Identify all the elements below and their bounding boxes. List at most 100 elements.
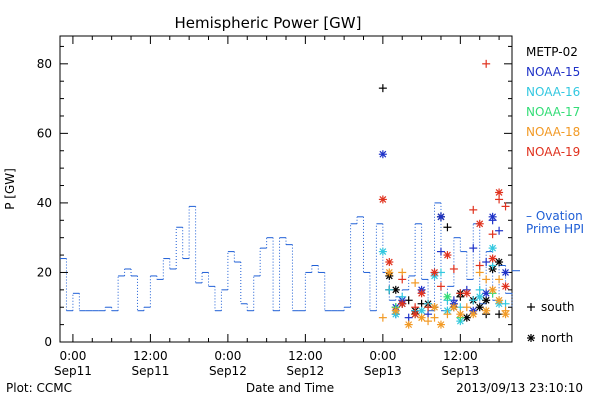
point-south-noaa-18 [462, 303, 471, 312]
point-north-noaa-19 [443, 251, 452, 260]
point-north-noaa-18 [436, 320, 445, 329]
legend-north-marker [527, 334, 535, 342]
x-tick-time: 0:00 [59, 349, 86, 363]
point-north-noaa-18 [495, 296, 504, 305]
point-south-metp-02 [378, 84, 387, 93]
point-north-noaa-19 [488, 254, 497, 263]
point-north-noaa-16 [378, 247, 387, 256]
point-north-noaa-19 [417, 289, 426, 298]
point-south-noaa-16 [385, 285, 394, 294]
point-north-metp-02 [482, 296, 491, 305]
legend-entry: NOAA-19 [526, 145, 580, 159]
point-south-noaa-18 [475, 268, 484, 277]
point-north-noaa-15 [378, 150, 387, 159]
x-tick-time: 0:00 [369, 349, 396, 363]
point-south-noaa-19 [436, 282, 445, 291]
point-north-noaa-18 [482, 306, 491, 315]
point-north-noaa-19 [462, 289, 471, 298]
x-tick-date: Sep12 [286, 364, 324, 378]
point-north-noaa-18 [501, 310, 510, 319]
point-north-noaa-18 [391, 306, 400, 315]
point-south-noaa-19 [469, 205, 478, 214]
y-tick-label: 0 [44, 335, 52, 349]
point-south-noaa-18 [443, 310, 452, 319]
x-tick-date: Sep11 [131, 364, 169, 378]
point-north-noaa-16 [417, 306, 426, 315]
point-south-noaa-16 [488, 261, 497, 270]
point-north-noaa-18 [385, 268, 394, 277]
x-tick-time: 12:00 [133, 349, 168, 363]
point-north-noaa-17 [443, 292, 452, 301]
ovation-legend-line1: – Ovation [526, 209, 583, 223]
x-tick-time: 0:00 [214, 349, 241, 363]
point-south-noaa-18 [378, 313, 387, 322]
point-south-noaa-19 [482, 59, 491, 68]
point-north-noaa-16 [488, 244, 497, 253]
ovation-series [60, 202, 513, 312]
x-tick-date: Sep11 [54, 364, 92, 378]
point-south-noaa-18 [430, 313, 439, 322]
point-north-metp-02 [475, 303, 484, 312]
point-south-noaa-19 [488, 230, 497, 239]
point-north-noaa-18 [488, 285, 497, 294]
point-south-noaa-18 [398, 268, 407, 277]
legend-entry: NOAA-15 [526, 65, 580, 79]
x-tick-time: 12:00 [443, 349, 478, 363]
chart-title: Hemispheric Power [GW] [175, 14, 362, 32]
x-tick-date: Sep13 [441, 364, 479, 378]
legend-south-marker [527, 303, 535, 311]
legend-entry: NOAA-16 [526, 85, 580, 99]
point-south-noaa-19 [398, 275, 407, 284]
point-south-noaa-19 [449, 264, 458, 273]
point-north-noaa-19 [411, 310, 420, 319]
legend-entry: METP-02 [526, 45, 578, 59]
point-south-noaa-16 [469, 296, 478, 305]
point-south-noaa-16 [475, 285, 484, 294]
plot-timestamp: 2013/09/13 23:10:10 [456, 381, 583, 395]
point-south-noaa-19 [424, 303, 433, 312]
point-south-noaa-15 [469, 244, 478, 253]
point-south-noaa-19 [501, 202, 510, 211]
point-south-noaa-18 [424, 317, 433, 326]
point-north-noaa-19 [475, 219, 484, 228]
point-south-noaa-15 [436, 247, 445, 256]
point-north-noaa-18 [469, 310, 478, 319]
point-north-noaa-18 [404, 320, 413, 329]
point-south-noaa-16 [398, 292, 407, 301]
x-tick-date: Sep12 [209, 364, 247, 378]
y-tick-label: 20 [37, 265, 52, 279]
legend-south-label: south [541, 300, 575, 314]
point-north-noaa-16 [475, 292, 484, 301]
axes-layer: 0204060800:00Sep1112:00Sep110:00Sep1212:… [37, 35, 513, 378]
point-north-noaa-19 [385, 258, 394, 267]
point-north-noaa-18 [456, 310, 465, 319]
point-north-noaa-15 [488, 212, 497, 221]
y-tick-label: 60 [37, 126, 52, 140]
y-tick-label: 80 [37, 57, 52, 71]
point-north-noaa-15 [436, 212, 445, 221]
point-north-noaa-19 [398, 299, 407, 308]
point-south-noaa-18 [411, 278, 420, 287]
plot-frame [59, 35, 513, 343]
point-south-noaa-18 [495, 275, 504, 284]
point-south-metp-02 [443, 223, 452, 232]
point-south-noaa-19 [411, 303, 420, 312]
point-north-metp-02 [495, 258, 504, 267]
point-north-noaa-19 [501, 282, 510, 291]
legend: METP-02 NOAA-15 NOAA-16 NOAA-17 NOAA-18 NOAA-… [512, 45, 584, 345]
point-north-noaa-18 [449, 303, 458, 312]
x-tick-time: 12:00 [288, 349, 323, 363]
point-north-noaa-19 [430, 268, 439, 277]
y-axis-label: P [GW] [3, 168, 17, 210]
point-south-noaa-18 [482, 275, 491, 284]
point-north-noaa-18 [417, 313, 426, 322]
satellite-points [378, 59, 535, 342]
point-south-noaa-15 [482, 258, 491, 267]
ovation-legend-line2: Prime HPI [526, 222, 584, 236]
point-north-noaa-19 [378, 195, 387, 204]
point-south-noaa-15 [424, 310, 433, 319]
legend-north-label: north [541, 331, 573, 345]
y-tick-label: 40 [37, 196, 52, 210]
point-south-noaa-19 [495, 195, 504, 204]
